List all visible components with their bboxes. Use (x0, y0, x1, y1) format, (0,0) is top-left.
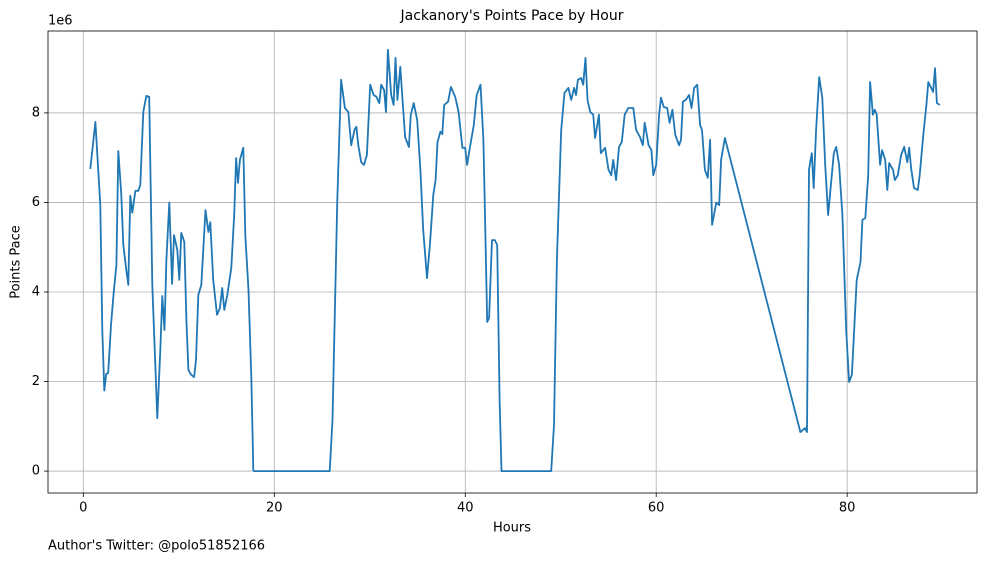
y-axis-label: Points Pace (9, 225, 24, 299)
y-tick-label: 8 (32, 105, 40, 120)
y-tick-label: 2 (32, 374, 40, 389)
y-tick-label: 0 (32, 464, 40, 479)
y-tick-label: 6 (32, 195, 40, 210)
footnote: Author's Twitter: @polo51852166 (48, 539, 265, 554)
data-line (89, 48, 941, 472)
x-tick-label: 60 (648, 501, 665, 516)
x-tick-label: 0 (79, 501, 87, 516)
x-axis-label: Hours (493, 521, 531, 536)
plot-frame (47, 30, 978, 494)
y-offset-label: 1e6 (48, 14, 73, 29)
x-tick-label: 80 (839, 501, 856, 516)
chart-title: Jackanory's Points Pace by Hour (400, 8, 624, 24)
x-tick-label: 20 (266, 501, 283, 516)
y-tick-label: 4 (32, 284, 40, 299)
x-tick-label: 40 (457, 501, 474, 516)
